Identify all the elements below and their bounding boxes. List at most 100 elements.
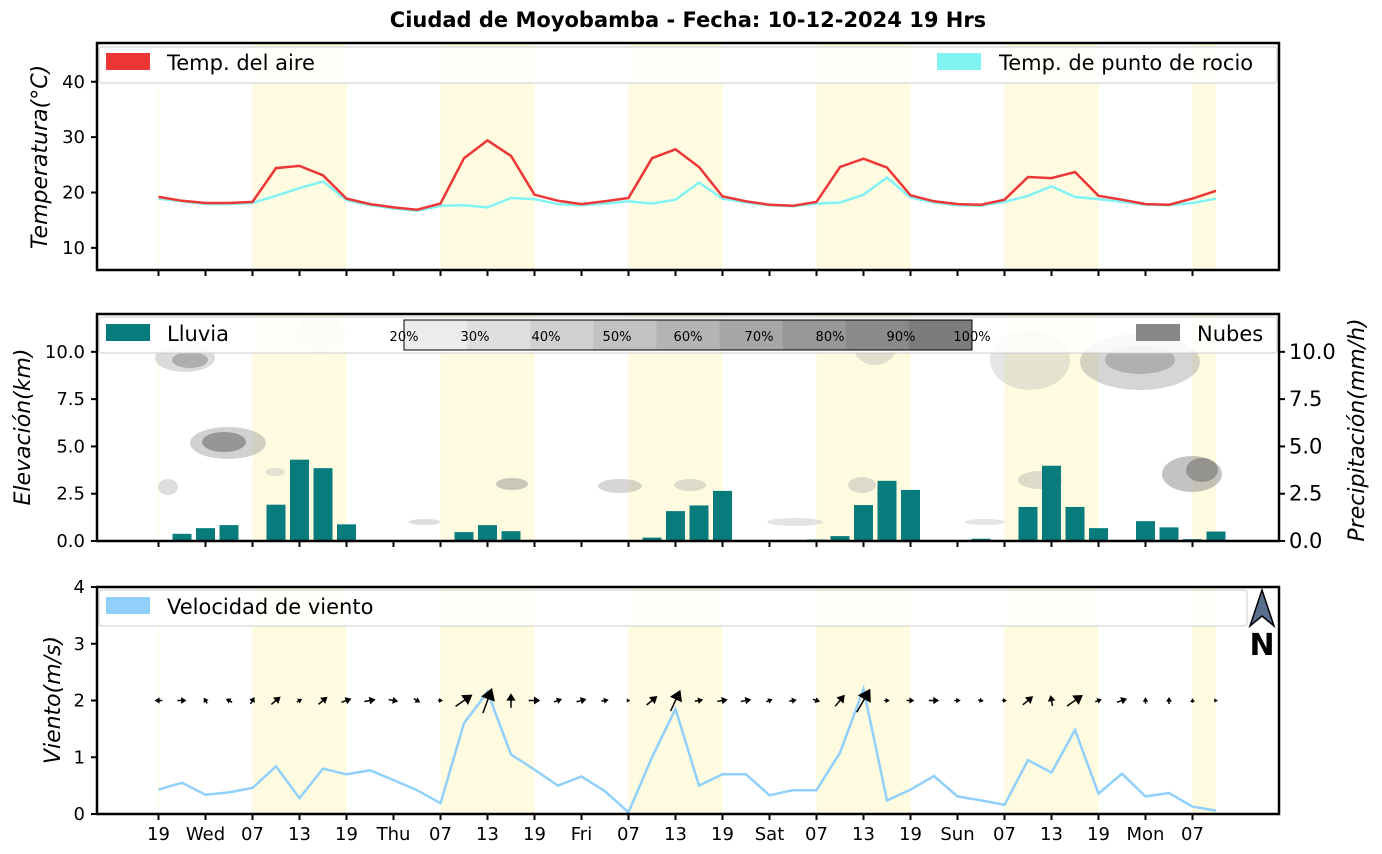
rain-bar	[1065, 506, 1085, 541]
rain-bar	[196, 528, 215, 541]
wind-arrow-head	[909, 697, 915, 704]
wind-y-ticks: 0 1 2 3 4	[74, 577, 97, 825]
wind-arrow-head	[506, 693, 516, 701]
wind-arrow-head	[1096, 698, 1102, 704]
colorbar-label: 20%	[390, 330, 419, 345]
wind-arrow-head	[669, 689, 682, 703]
wind-arrow-head	[1047, 695, 1056, 702]
wind-arrow-head	[320, 696, 328, 704]
wind-arrow	[694, 697, 704, 704]
wind-arrow-head	[1024, 696, 1034, 705]
y-tick-label: 7.5	[56, 389, 85, 410]
wind-legend: Velocidad de viento	[98, 589, 1248, 627]
wind-arrow	[225, 698, 233, 704]
rain-bar	[313, 468, 333, 541]
wind-arrow-head	[1072, 694, 1083, 705]
wind-arrow-head	[154, 697, 160, 704]
y-tick-label: 1	[74, 747, 85, 768]
rain-bar	[642, 537, 662, 541]
wind-arrow-head	[414, 697, 421, 703]
x-tick-label: 07	[1181, 824, 1204, 845]
wind-arrow	[437, 698, 444, 703]
wind-arrow	[646, 696, 658, 706]
daytime-band	[1192, 587, 1216, 814]
wind-arrow-head	[273, 696, 281, 704]
air-temp-line	[158, 138, 1217, 211]
wind-arrow-head	[603, 697, 609, 704]
wind-arrow	[528, 696, 541, 705]
north-arrow-icon: N	[1248, 587, 1276, 663]
rain-bar	[172, 533, 192, 541]
wind-arrow-head	[1142, 697, 1149, 702]
x-tick-label: 19	[523, 824, 546, 845]
rain-bar	[1018, 506, 1038, 541]
colorbar-segment	[530, 320, 594, 350]
north-letter: N	[1249, 628, 1274, 663]
colorbar-label: 40%	[532, 330, 561, 345]
colorbar-label: 30%	[461, 330, 490, 345]
wind-arrow	[154, 697, 163, 704]
wind-arrow	[455, 694, 473, 708]
x-tick-label: 13	[476, 824, 499, 845]
wind-arrow-head	[814, 697, 821, 704]
y-tick-label: 0.0	[56, 531, 85, 552]
wind-arrow	[1066, 694, 1083, 707]
rain-bar	[1159, 527, 1179, 541]
wind-arrow	[1116, 697, 1128, 705]
temperature-y-ticks: 10 20 30 40	[62, 72, 97, 259]
dew-point-legend-swatch	[937, 53, 981, 70]
wind-arrow-head	[1166, 696, 1172, 702]
rain-bar	[830, 536, 850, 541]
x-tick-label: Sat	[755, 824, 785, 845]
wind-arrow	[717, 696, 728, 705]
rain-bar	[266, 504, 286, 541]
wind-arrow	[203, 697, 209, 704]
rain-bar	[666, 511, 685, 541]
colorbar-label: 50%	[603, 330, 632, 345]
temperature-legend: Temp. del aire Temp. de punto de rocio	[98, 46, 1278, 84]
colorbar-segment	[782, 320, 847, 350]
colorbar-label: 80%	[816, 330, 845, 345]
rain-bar	[1206, 531, 1226, 541]
dew-point-legend-label: Temp. de punto de rocio	[998, 51, 1253, 75]
right-y-tick-label: 2.5	[1289, 482, 1322, 506]
daytime-band	[158, 314, 159, 541]
x-tick-label: 07	[241, 824, 264, 845]
dew-point-line	[158, 175, 1217, 213]
wind-arrow	[978, 697, 984, 703]
wind-arrow-head	[297, 698, 303, 704]
temperature-y-label: Temperatura(°C)	[28, 65, 53, 249]
y-tick-label: 20	[62, 182, 85, 203]
wind-arrow-head	[626, 698, 631, 703]
right-y-tick-label: 10.0	[1289, 340, 1336, 364]
y-tick-label: 0	[74, 804, 85, 825]
x-tick-label: Thu	[376, 824, 411, 845]
wind-arrow	[576, 697, 587, 705]
wind-arrow	[766, 698, 773, 704]
wind-arrow	[834, 694, 845, 707]
y-tick-label: 30	[62, 127, 85, 148]
wind-arrow-head	[956, 697, 961, 704]
wind-legend-swatch	[106, 597, 150, 614]
wind-arrow-head	[344, 697, 352, 705]
wind-legend-label: Velocidad de viento	[167, 595, 373, 619]
right-y-tick-label: 0.0	[1289, 529, 1322, 553]
daytime-band	[158, 43, 159, 270]
rain-bar	[854, 505, 873, 541]
right-y-tick-label: 5.0	[1289, 434, 1322, 458]
wind-arrow	[249, 697, 255, 705]
wind-arrow-head	[1120, 697, 1128, 705]
x-tick-label: 13	[288, 824, 311, 845]
precipitation-y-ticks: 0.0 0.0 2.5 2.5 5.0 5.0 7.5 7.5 10.0 10.0	[45, 340, 1336, 553]
wind-arrow-head	[1214, 698, 1218, 703]
colorbar-label: 70%	[745, 330, 774, 345]
wind-arrow-head	[368, 696, 376, 705]
wind-arrow	[296, 698, 303, 704]
x-tick-label: Sun	[940, 824, 974, 845]
air-temp-legend-label: Temp. del aire	[166, 51, 315, 75]
wind-arrow	[669, 689, 682, 712]
wind-arrow	[1022, 696, 1034, 706]
rain-bar	[1136, 521, 1155, 541]
wind-arrow-head	[933, 696, 940, 705]
